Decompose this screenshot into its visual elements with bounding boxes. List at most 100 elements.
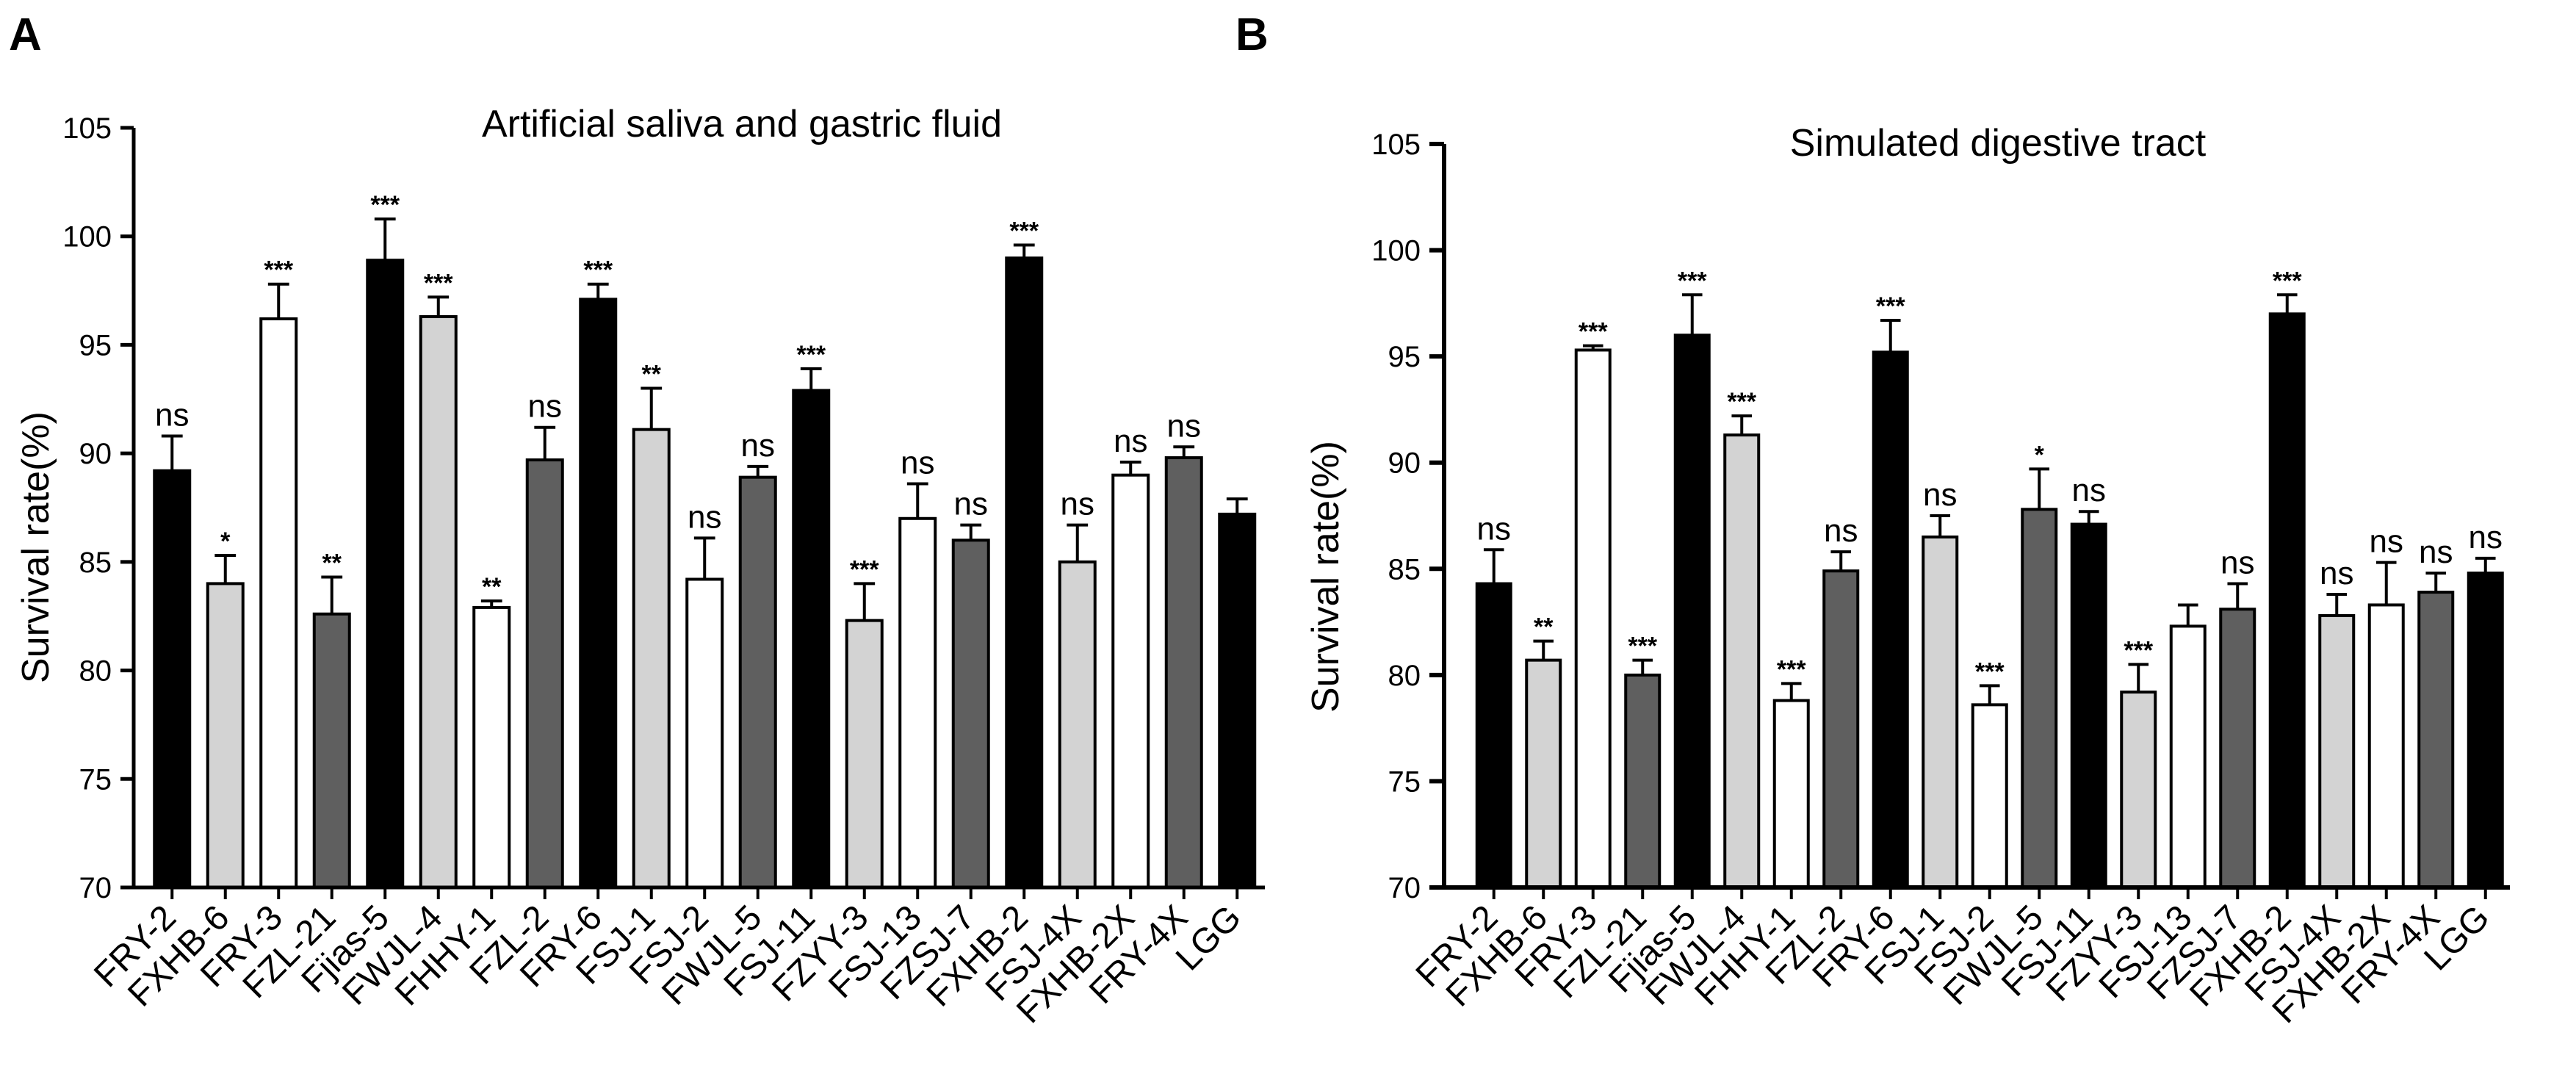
chart-a-significance-label: * (220, 527, 231, 555)
chart-b-significance-label: ns (2320, 555, 2353, 591)
chart-a-bar (685, 577, 724, 890)
chart-b-bar (1475, 582, 1512, 889)
chart-a-bar (579, 298, 618, 890)
chart-b-bar (1872, 350, 1909, 889)
chart-a-significance-label: ns (688, 499, 721, 535)
chart-b-significance-label: ns (2469, 519, 2503, 555)
chart-a-significance-label: ns (528, 389, 562, 425)
chart-a-bar (472, 605, 511, 889)
chart-a-y-tick-label: 70 (79, 872, 112, 904)
chart-b-axes: 70 75 80 85 90 95 100 105 (1371, 129, 2510, 904)
chart-a-bar (898, 516, 937, 889)
chart-a-bar (366, 259, 405, 889)
chart-b-bar (2367, 603, 2405, 889)
chart-a-significance-label: *** (850, 555, 879, 583)
chart-a-y-tick-label: 100 (62, 221, 112, 253)
chart-a-significance-label: *** (583, 256, 613, 284)
chart-a-y-tick-label: 90 (79, 438, 112, 470)
chart-a-y-tick-label: 75 (79, 763, 112, 796)
chart-b-bar (1574, 348, 1612, 889)
chart-a-bars: nsFRY-2*FXHB-6***FRY-3**FZL-21***Fjias-5… (87, 191, 1257, 1031)
chart-a-bar (738, 475, 777, 889)
chart-a-bar (1005, 256, 1044, 889)
chart-b-bar (2219, 608, 2256, 889)
chart-a-bar (153, 469, 192, 889)
chart-a-bar (792, 389, 831, 889)
chart-b-significance-label: ns (1477, 511, 1511, 547)
chart-b-bar (1624, 673, 1662, 889)
chart-b-significance-label: ns (1824, 513, 1858, 549)
chart-b-bar (2120, 690, 2157, 889)
chart-a-significance-label: ns (901, 445, 934, 481)
chart-a-significance-label: ns (1061, 486, 1094, 522)
chart-a-x-tick-label: LGG (1169, 898, 1249, 978)
chart-a-bar (1058, 560, 1097, 889)
chart-a-y-tick-label: 105 (62, 112, 112, 145)
chart-a-bar (259, 317, 298, 889)
chart-b-significance-label: ns (1923, 477, 1957, 513)
chart-a-significance-label: ns (1167, 408, 1201, 444)
chart-a-bar (845, 619, 884, 889)
chart-b-bar (2070, 522, 2107, 890)
chart-b-bar (1971, 703, 2008, 890)
chart-b-title: Simulated digestive tract (1790, 122, 2207, 165)
chart-b-significance-label: *** (1678, 267, 1707, 295)
chart-b-significance-label: *** (1628, 633, 1657, 660)
chart-a-bar (419, 315, 458, 890)
chart-b-bar (2169, 624, 2207, 890)
chart-a-survival-saliva-gastric: Artificial saliva and gastric fluid Surv… (15, 103, 1265, 1031)
chart-b-significance-label: *** (1727, 388, 1756, 416)
chart-b-bar (2417, 591, 2455, 889)
chart-a-significance-label: *** (1009, 217, 1039, 245)
chart-b-y-tick-label: 90 (1388, 447, 1421, 480)
chart-b-significance-label: ns (2370, 524, 2403, 560)
chart-b-y-tick-label: 105 (1371, 129, 1421, 161)
chart-a-significance-label: ns (1114, 423, 1147, 459)
chart-b-significance-label: *** (2273, 267, 2302, 295)
chart-b-y-tick-label: 75 (1388, 766, 1421, 798)
chart-b-significance-label: *** (1876, 292, 1905, 320)
chart-a-significance-label: *** (264, 256, 293, 284)
chart-a-axes: 70 75 80 85 90 95 100 105 (62, 112, 1265, 904)
chart-b-significance-label: *** (1579, 318, 1608, 346)
chart-b-survival-digestive-tract: Simulated digestive tract Survival rate(… (1305, 122, 2510, 1031)
chart-a-significance-label: *** (796, 341, 826, 369)
chart-a-bar (951, 538, 990, 889)
chart-b-bar (1772, 699, 1810, 889)
chart-a-significance-label: ns (954, 486, 988, 522)
chart-b-bar (2318, 613, 2356, 889)
chart-b-bar (2467, 572, 2504, 889)
chart-b-significance-label: *** (2124, 636, 2153, 664)
chart-a-bar (312, 612, 351, 889)
chart-a-significance-label: *** (424, 269, 453, 297)
chart-b-bar (1822, 569, 1860, 889)
chart-b-significance-label: * (2035, 441, 2045, 469)
chart-b-y-tick-label: 85 (1388, 553, 1421, 586)
chart-b-significance-label: ns (2072, 472, 2106, 508)
chart-b-bar (1673, 334, 1711, 889)
panel-letter-a: A (9, 10, 42, 60)
chart-a-significance-label: *** (370, 191, 400, 219)
chart-b-significance-label: *** (1777, 655, 1806, 683)
chart-b-y-tick-label: 95 (1388, 341, 1421, 373)
chart-b-bar (1723, 433, 1761, 889)
chart-b-significance-label: ns (2419, 534, 2453, 570)
chart-a-y-tick-label: 80 (79, 655, 112, 688)
chart-b-significance-label: ** (1534, 613, 1554, 641)
chart-b-bar (2268, 312, 2306, 890)
chart-a-y-tick-label: 95 (79, 329, 112, 361)
chart-a-bar (632, 428, 671, 889)
chart-b-significance-label: ns (2220, 545, 2254, 581)
chart-a-y-axis-label: Survival rate(%) (15, 411, 57, 683)
chart-b-bars: nsFRY-2**FXHB-6***FRY-3***FZL-21***Fjias… (1409, 267, 2504, 1031)
chart-b-bar (1922, 535, 1959, 890)
chart-b-significance-label: *** (1975, 658, 2005, 685)
chart-a-title: Artificial saliva and gastric fluid (482, 103, 1002, 145)
chart-a-significance-label: ns (155, 397, 189, 433)
chart-b-y-tick-label: 80 (1388, 660, 1421, 692)
chart-a-bar (1164, 456, 1203, 889)
chart-a-significance-label: ** (482, 573, 502, 601)
chart-a-y-tick-label: 85 (79, 547, 112, 579)
chart-a-significance-label: ** (322, 550, 342, 577)
